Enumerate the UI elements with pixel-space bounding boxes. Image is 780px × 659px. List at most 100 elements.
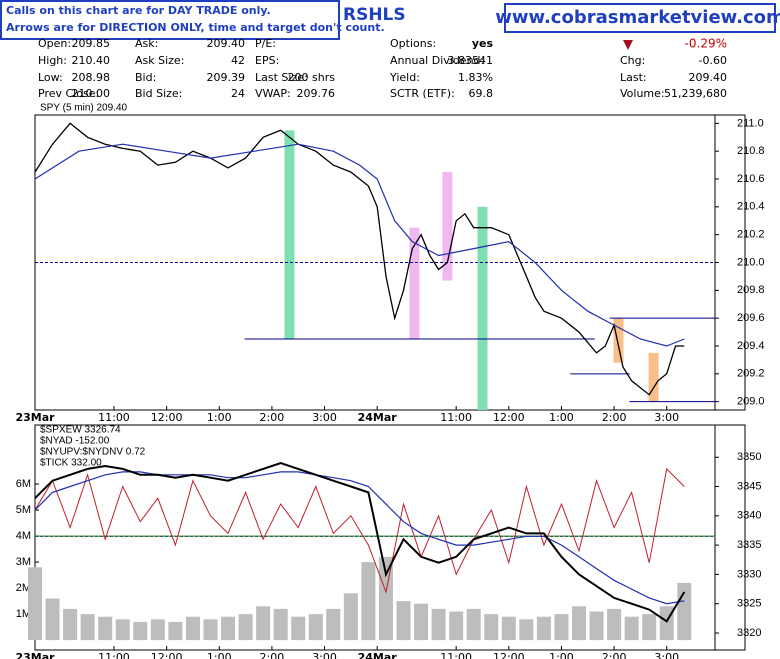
x-tick-label: 2:00 [602,411,627,424]
x-tick-label: 11:00 [98,651,130,659]
volume-bar [326,608,341,641]
quote-value: -0.29% [685,37,727,51]
volume-bar [133,621,148,641]
volume-bar [431,608,446,641]
quote-label: SCTR (ETF): [390,87,455,100]
volume-bar [642,614,657,641]
y2-tick-label: 4M [16,530,31,542]
y-tick-label: 209.8 [737,284,765,296]
y-tick-label: 3335 [737,539,761,551]
volume-bar [466,608,481,641]
y2-tick-label: 2M [16,582,31,594]
y-tick-label: 210.4 [737,201,765,213]
x-tick-label: 1:00 [549,411,574,424]
x-tick-label: 24Mar [358,651,398,659]
quote-value: 24 [231,87,245,100]
volume-bar [572,606,586,641]
volume-bar [80,614,95,641]
quote-label: Options: [390,37,436,50]
volume-bar [607,608,622,641]
site-box [504,3,776,33]
y-tick-label: 209.0 [737,396,765,408]
quote-label: Annual Dividend: [390,54,484,67]
x-tick-label: 3:00 [312,651,337,659]
y-tick-label: 3320 [737,627,761,639]
quote-label: Bid Size: [135,87,182,100]
volume-bar [414,603,429,641]
symbol: RSHLS [343,5,406,25]
x-tick-label: 3:00 [654,411,679,424]
volume-bar [28,567,42,641]
volume-bar [185,616,200,641]
series-line [34,462,686,623]
volume-bar [396,601,411,641]
highlight [613,318,624,363]
volume-bar [63,608,78,641]
y-tick-label: 210.2 [737,229,765,241]
volume-bar [115,619,130,641]
y-tick-label: 3350 [737,451,761,463]
volume-bar [519,619,534,641]
volume-bar [624,616,639,641]
notice-line: Arrows are for DIRECTION ONLY, time and … [6,21,385,34]
quote-label: Bid: [135,71,156,84]
y-tick-label: 3345 [737,480,761,492]
y-tick-label: 209.4 [737,340,765,352]
quote-value: 209.40 [689,71,728,84]
quote-label: P/E: [255,37,276,50]
x-tick-label: 11:00 [98,411,130,424]
quote-value: 209.76 [297,87,336,100]
y2-tick-label: 6M [16,478,31,490]
quote-label: Volume: [620,87,665,100]
x-tick-label: 12:00 [151,411,183,424]
y-tick-label: 211.0 [737,117,764,129]
legend-entry: $TICK 332.00 [40,458,102,469]
legend-entry: $NYUPV:$NYDNV 0.72 [40,447,146,458]
quote-label: Ask Size: [135,54,184,67]
quote-label: Chg: [620,54,645,67]
x-tick-label: 12:00 [493,651,525,659]
x-tick-label: 12:00 [493,411,525,424]
y2-tick-label: 1M [16,608,31,620]
y-tick-label: 209.6 [737,312,765,324]
volume-bar [536,616,551,641]
volume-bar [449,611,464,641]
down-arrow [623,40,633,50]
quote-value: 210.40 [72,54,111,67]
quote-value: 209.39 [207,71,246,84]
highlight [284,130,295,340]
volume-bar [677,582,692,641]
volume-bar [554,614,569,641]
notice-box [0,0,340,40]
x-tick-label: 24Mar [358,411,398,424]
quote-value: 69.8 [469,87,494,100]
quote-label: Prev Close: [38,87,99,100]
y2-tick-label: 5M [16,504,31,516]
quote-label: Last Size: [255,71,308,84]
y-tick-label: 3325 [737,598,761,610]
series-line [34,143,685,347]
highlight [442,172,453,281]
volume-bar [168,621,183,641]
x-tick-label: 1:00 [549,651,574,659]
quote-value: 1.83% [458,71,493,84]
quote-label: Yield: [389,71,420,84]
highlight [477,206,488,410]
volume-bar [343,593,358,641]
y-tick-label: 210.8 [737,145,765,157]
volume-bar [291,616,306,641]
notice-line: Calls on this chart are for DAY TRADE on… [6,4,271,17]
quote-value: yes [472,37,494,50]
quote-value: 208.98 [72,71,111,84]
volume-bar [238,614,253,641]
series-line [34,471,685,605]
volume-bar [378,556,393,641]
quote-value: 51,239,680 [664,87,727,100]
volume-bar [150,619,165,641]
volume-bar [221,616,236,641]
volume-bar [98,616,113,641]
volume-bar [501,616,516,641]
legend-entry: SPY (5 min) 209.40 [40,103,128,114]
